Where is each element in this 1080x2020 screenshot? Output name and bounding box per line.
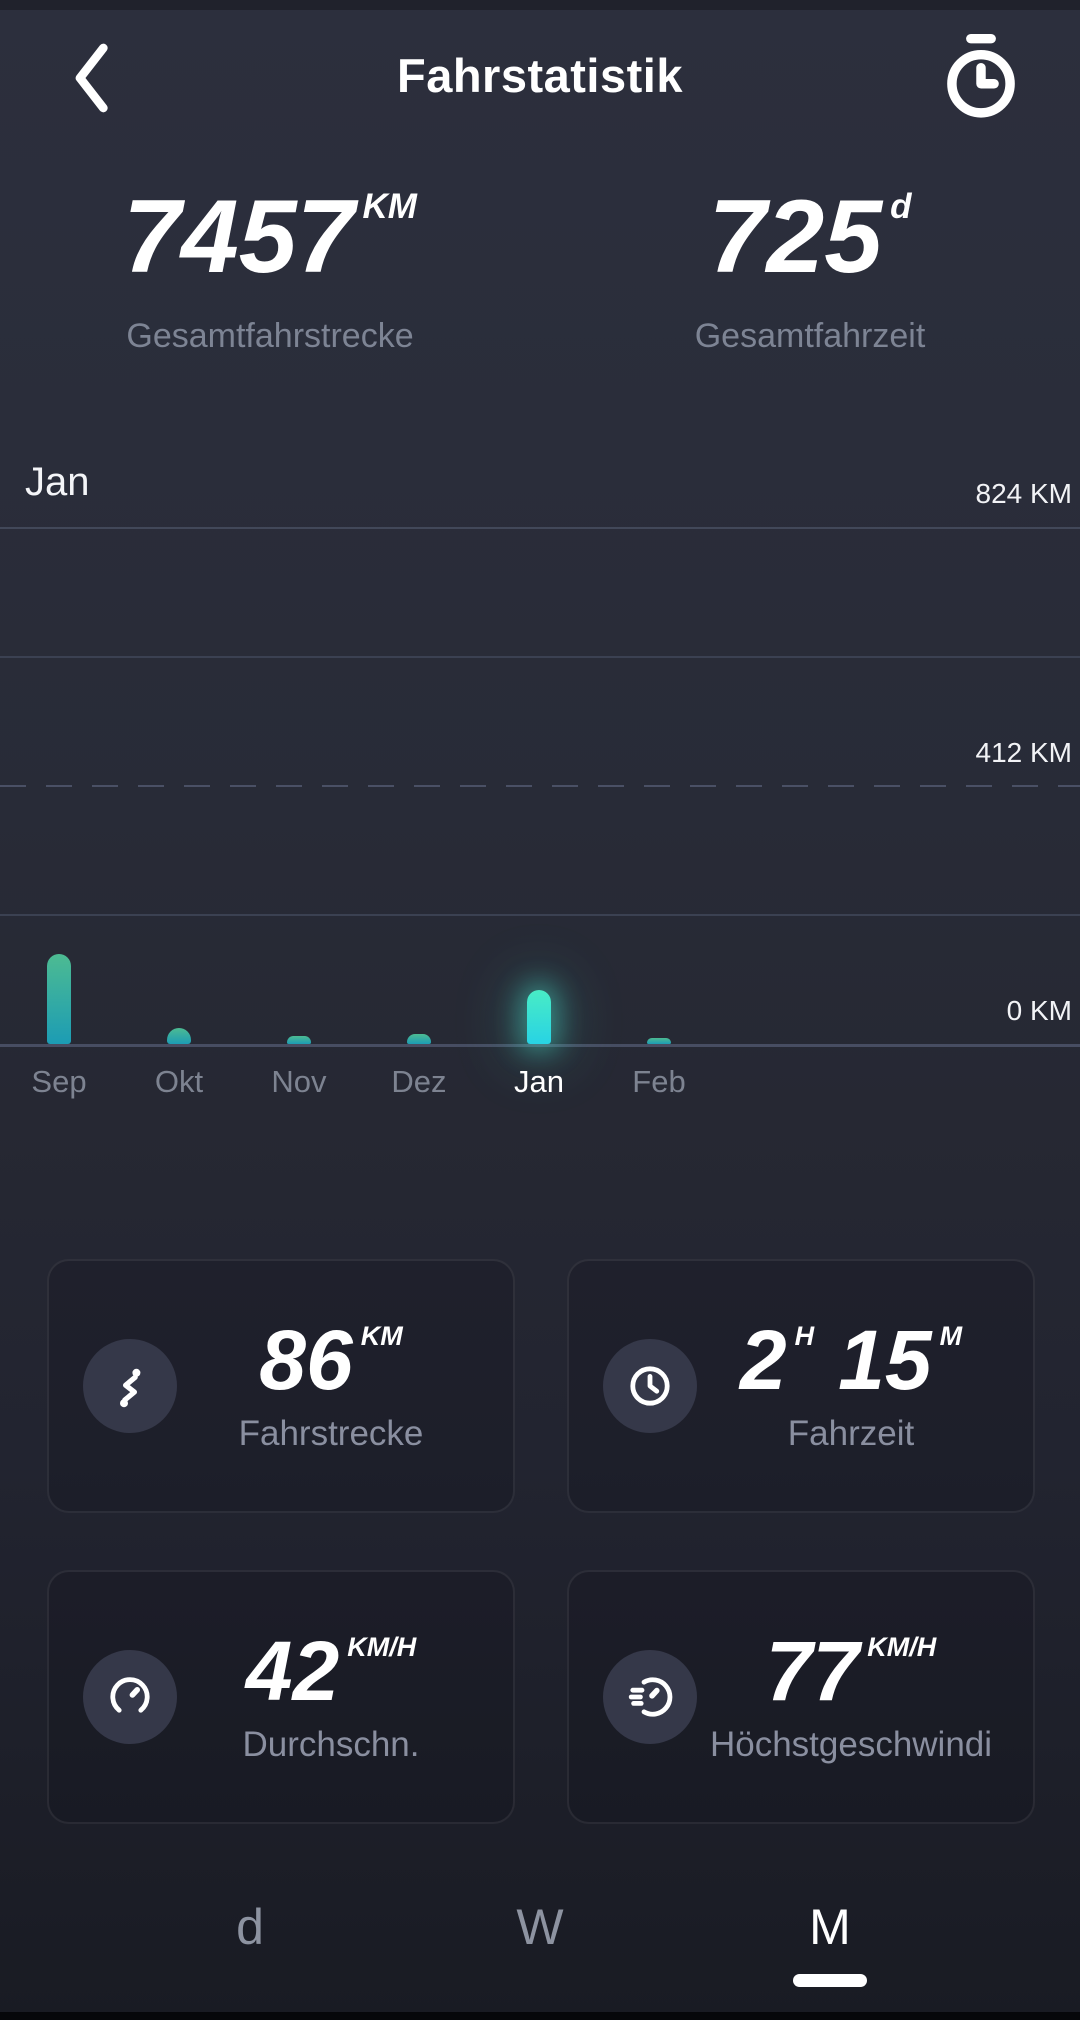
total-distance-value: 7457 KM (0, 185, 540, 289)
bar-Sep[interactable] (47, 954, 71, 1044)
monthly-distance-chart: Jan 824 KM 412 KM 0 KM Sep Okt Nov Dez Jan Fe… (0, 460, 1080, 1099)
month-label-Nov[interactable]: Nov (271, 1064, 327, 1099)
bar-Dez[interactable] (407, 1034, 431, 1044)
card-fahrzeit: 2 H 15 M Fahrzeit (567, 1259, 1035, 1513)
chart-baseline (0, 1044, 1080, 1047)
card-durchschnitt-value: 42 KM/H (177, 1629, 485, 1713)
card-fahrzeit-label: Fahrzeit (787, 1414, 915, 1453)
total-distance-number: 7457 (123, 179, 355, 295)
gridline-618 (0, 656, 1080, 658)
total-time-value: 725 d (540, 185, 1080, 289)
card-fahrstrecke-value: 86 KM (177, 1318, 485, 1402)
back-chevron-icon (66, 38, 114, 118)
durchschnitt-number: 42 (245, 1629, 340, 1718)
gauge-icon (83, 1650, 177, 1744)
period-tabs: d W M (105, 1896, 975, 1996)
card-hoechstgeschwindigkeit-label: Höchstgeschwindi (709, 1725, 993, 1764)
total-distance: 7457 KM Gesamtfahrstrecke (0, 185, 540, 356)
card-fahrstrecke: 86 KM Fahrstrecke (47, 1259, 515, 1513)
total-time-number: 725 (708, 179, 883, 295)
ytick-0: 0 KM (1006, 995, 1072, 1026)
card-durchschnitt-label: Durchschn. (242, 1725, 420, 1764)
card-hoechstgeschwindigkeit-value: 77 KM/H (697, 1629, 1005, 1713)
fahrstrecke-number: 86 (259, 1318, 353, 1407)
month-label-Sep[interactable]: Sep (31, 1064, 87, 1099)
bar-Okt[interactable] (167, 1028, 191, 1044)
fahrstrecke-unit: KM (360, 1321, 403, 1351)
card-fahrstrecke-label: Fahrstrecke (238, 1414, 424, 1453)
tab-month[interactable]: M (685, 1896, 975, 1996)
speedometer-icon (603, 1650, 697, 1744)
fahrzeit-hours-number: 2 (739, 1318, 787, 1407)
total-time-label: Gesamtfahrzeit (694, 317, 926, 355)
fahrzeit-hours-unit: H (794, 1321, 815, 1351)
bottom-nav-strip (0, 2012, 1080, 2020)
bar-Nov[interactable] (287, 1036, 311, 1044)
month-label-Feb[interactable]: Feb (632, 1064, 686, 1099)
ytick-824: 824 KM (975, 478, 1073, 509)
stopwatch-icon (941, 28, 1021, 125)
tab-selected-underline (793, 1974, 867, 1987)
durchschnitt-unit: KM/H (347, 1632, 417, 1662)
selected-period-label: Jan (25, 460, 90, 504)
hoechstgeschwindigkeit-number: 77 (765, 1629, 860, 1718)
clock-icon (603, 1339, 697, 1433)
tab-day[interactable]: d (105, 1896, 395, 1996)
gridline-206 (0, 914, 1080, 916)
month-label-Dez[interactable]: Dez (391, 1064, 447, 1099)
page-title: Fahrstatistik (397, 49, 683, 102)
route-icon (83, 1339, 177, 1433)
header: Fahrstatistik (0, 10, 1080, 134)
ytick-412: 412 KM (975, 737, 1073, 768)
gridline-412-dashed (0, 785, 1080, 787)
tab-week-label: W (516, 1899, 564, 1955)
bar-Feb[interactable] (647, 1038, 671, 1044)
tab-month-label: M (809, 1899, 851, 1955)
card-durchschnitt: 42 KM/H Durchschn. (47, 1570, 515, 1824)
fahrzeit-minutes-unit: M (939, 1321, 963, 1351)
totals-row: 7457 KM Gesamtfahrstrecke 725 d Gesamtfa… (0, 185, 1080, 356)
card-fahrstrecke-body: 86 KM Fahrstrecke (177, 1318, 485, 1454)
card-fahrzeit-body: 2 H 15 M Fahrzeit (697, 1318, 1005, 1454)
card-durchschnitt-body: 42 KM/H Durchschn. (177, 1629, 485, 1765)
gridline-824 (0, 527, 1080, 529)
card-hoechstgeschwindigkeit-body: 77 KM/H Höchstgeschwindi (697, 1629, 1005, 1765)
total-distance-label: Gesamtfahrstrecke (126, 317, 414, 355)
total-time: 725 d Gesamtfahrzeit (540, 185, 1080, 356)
tab-week[interactable]: W (395, 1896, 685, 1996)
stat-cards: 86 KM Fahrstrecke 2 H (47, 1259, 1035, 1824)
total-time-unit: d (890, 187, 912, 226)
hoechstgeschwindigkeit-unit: KM/H (867, 1632, 937, 1662)
fahrzeit-minutes-number: 15 (838, 1318, 932, 1407)
tab-day-label: d (236, 1899, 264, 1955)
status-bar (0, 0, 1080, 10)
back-button[interactable] (66, 38, 114, 118)
ride-history-button[interactable] (941, 28, 1021, 128)
month-label-Jan[interactable]: Jan (514, 1064, 564, 1099)
card-fahrzeit-value: 2 H 15 M (697, 1318, 1005, 1402)
card-hoechstgeschwindigkeit: 77 KM/H Höchstgeschwindi (567, 1570, 1035, 1824)
bar-Jan[interactable] (527, 990, 551, 1044)
month-label-Okt[interactable]: Okt (154, 1064, 204, 1099)
total-distance-unit: KM (362, 187, 417, 226)
